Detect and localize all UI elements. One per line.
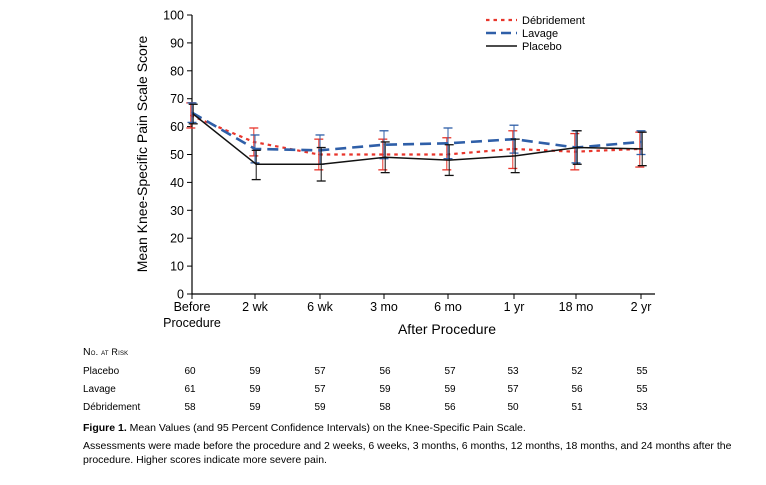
at-risk-row-label: Débridement (83, 402, 141, 413)
x-tick-label: 6 mo (434, 300, 462, 314)
data-point (447, 142, 449, 145)
at-risk-cell: 57 (507, 384, 519, 395)
data-point (641, 148, 643, 150)
at-risk-cell: 59 (379, 384, 391, 395)
data-point (383, 143, 385, 146)
at-risk-cell: 56 (379, 366, 391, 377)
y-tick-label: 80 (170, 64, 184, 78)
y-tick-label: 90 (170, 36, 184, 50)
data-point (446, 153, 448, 156)
caption-title: Figure 1. Mean Values (and 95 Percent Co… (83, 422, 526, 434)
at-risk-cell: 59 (249, 366, 261, 377)
at-risk-cell: 55 (636, 384, 648, 395)
at-risk-row: Débridement 58 59 59 58 56 50 51 53 (0, 402, 766, 416)
series-line (192, 113, 643, 166)
at-risk-row: Lavage 61 59 57 59 59 57 56 55 (0, 384, 766, 398)
y-tick-label: 100 (163, 9, 184, 23)
at-risk-cell: 59 (249, 384, 261, 395)
at-risk-cell: 57 (314, 384, 326, 395)
data-point (382, 153, 384, 156)
at-risk-cell: 55 (636, 366, 648, 377)
data-point (190, 114, 192, 117)
figure-caption: Figure 1. Mean Values (and 95 Percent Co… (83, 421, 753, 471)
series-lavage (187, 102, 646, 165)
y-tick-label: 20 (170, 232, 184, 246)
x-axis-label: After Procedure (398, 321, 496, 337)
y-tick-label: 40 (170, 176, 184, 190)
data-point (253, 141, 255, 143)
at-risk-row-label: Lavage (83, 384, 116, 395)
data-point (514, 155, 516, 157)
legend-label: Lavage (522, 28, 558, 40)
at-risk-cell: 51 (571, 402, 583, 413)
series-line (191, 111, 642, 152)
x-tick-label: 1 yr (504, 300, 525, 314)
data-point (319, 149, 321, 152)
data-point (254, 148, 256, 150)
caption-body: Assessments were made before the procedu… (83, 440, 732, 466)
x-tick-label: 2 wk (242, 300, 268, 314)
at-risk-cell: 56 (444, 402, 456, 413)
at-risk-cell: 58 (184, 402, 196, 413)
at-risk-cell: 57 (444, 366, 456, 377)
series-placebo (188, 103, 647, 182)
series-layer (186, 102, 647, 182)
data-point (320, 163, 323, 166)
y-tick-label: 30 (170, 204, 184, 218)
data-point (192, 113, 194, 115)
y-tick-label: 70 (170, 92, 184, 106)
data-point (191, 111, 193, 114)
at-risk-cell: 59 (249, 402, 261, 413)
at-risk-cell: 52 (571, 366, 583, 377)
x-tick-label: 6 wk (307, 300, 333, 314)
data-point (576, 146, 578, 149)
at-risk-row-label: Placebo (83, 366, 120, 377)
data-point (574, 150, 576, 153)
data-point (448, 159, 451, 161)
at-risk-title: No. at Risk (83, 346, 129, 358)
x-tick-label: 18 mo (559, 300, 594, 314)
y-tick-label: 60 (170, 120, 184, 134)
at-risk-cell: 53 (636, 402, 648, 413)
at-risk-cell: 58 (379, 402, 391, 413)
pain-score-chart: 0 10 20 30 40 50 60 70 80 90 100 Before Procedure 2 w… (134, 9, 655, 337)
legend-label: Débridement (522, 15, 585, 27)
at-risk-cell: 59 (314, 402, 326, 413)
y-tick-label: 50 (170, 148, 184, 162)
at-risk-cell: 61 (184, 384, 196, 395)
x-tick-label: 2 yr (631, 300, 652, 314)
x-tick-label: Before Procedure (163, 300, 221, 330)
data-point (318, 153, 320, 156)
at-risk-cell: 60 (184, 366, 196, 377)
at-risk-cell: 57 (314, 366, 326, 377)
x-tick-label: 3 mo (370, 300, 398, 314)
data-point (640, 141, 642, 143)
y-tick-label: 10 (170, 260, 184, 274)
at-risk-row: Placebo 60 59 57 56 57 53 52 55 (0, 366, 766, 380)
y-tick-label: 0 (177, 288, 184, 302)
legend-label: Placebo (522, 41, 562, 53)
at-risk-cell: 53 (507, 366, 519, 377)
at-risk-cell: 50 (507, 402, 519, 413)
y-axis-label: Mean Knee-Specific Pain Scale Score (134, 36, 150, 273)
data-point (512, 148, 514, 150)
data-point (384, 156, 387, 159)
at-risk-cell: 56 (571, 384, 583, 395)
at-risk-table: No. at Risk Placebo 60 59 57 56 57 53 52 55 Lavag… (0, 346, 766, 416)
axes: 0 10 20 30 40 50 60 70 80 90 100 Before Procedure 2 w… (163, 9, 655, 330)
at-risk-cell: 59 (444, 384, 456, 395)
data-point (255, 163, 257, 166)
